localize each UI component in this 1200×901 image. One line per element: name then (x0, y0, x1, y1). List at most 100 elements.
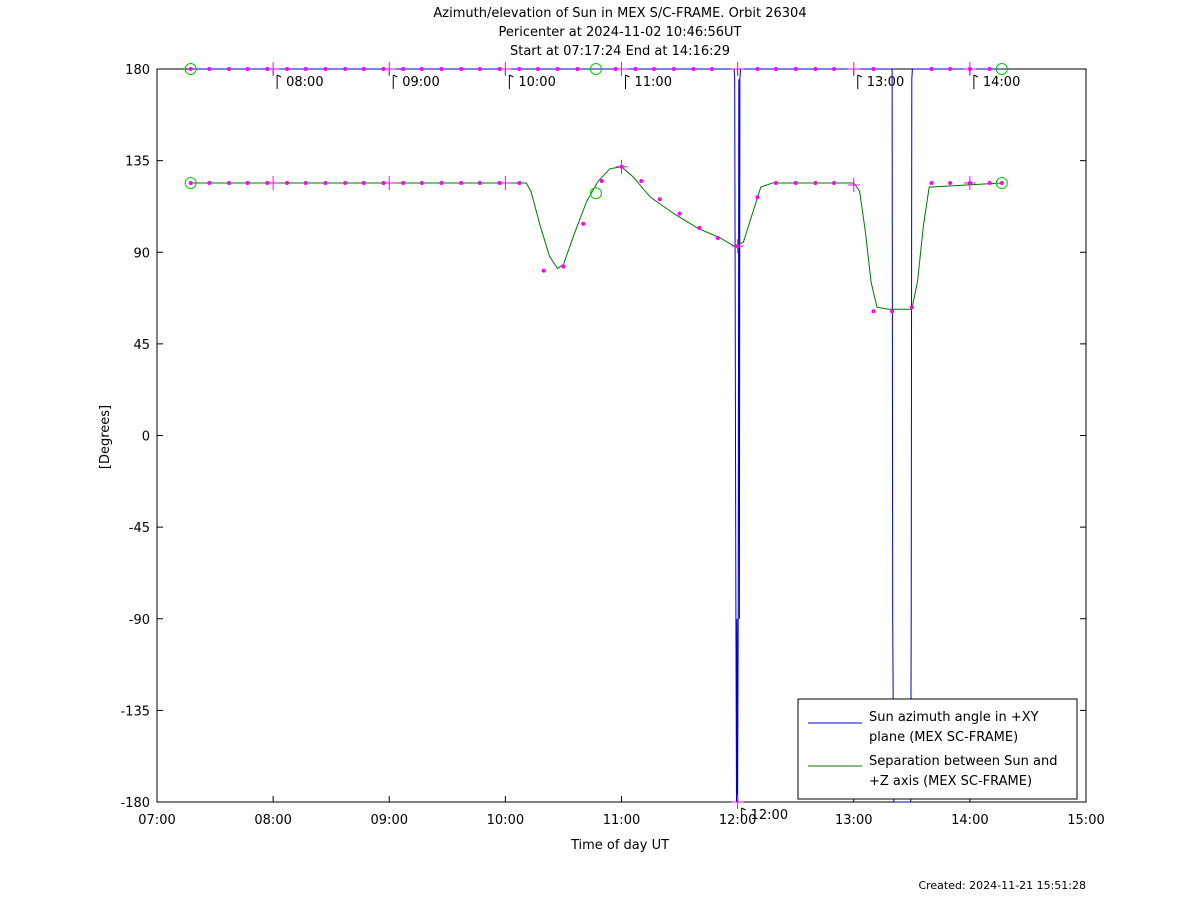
hour-marker-label: 10:00 (518, 75, 555, 90)
hour-cross-marker (267, 62, 280, 76)
y-tick-label: -135 (120, 704, 150, 719)
separation-dot-marker (477, 181, 482, 186)
separation-dot-marker (755, 195, 760, 200)
y-tick-label: -45 (129, 521, 150, 536)
azimuth-dot-marker (401, 67, 406, 71)
separation-dot-marker (401, 181, 406, 186)
hour-marker-label: 14:00 (983, 75, 1020, 90)
hour-cross-marker (615, 159, 628, 174)
azimuth-dot-marker (633, 67, 638, 71)
series-line-azimuth (190, 68, 1002, 803)
chart-title-line-1: Azimuth/elevation of Sun in MEX S/C-FRAM… (433, 6, 806, 21)
azimuth-dot-marker (555, 67, 560, 71)
plot-area-frame (156, 68, 1087, 803)
separation-dot-marker (207, 181, 212, 186)
x-tick-label: 09:00 (371, 813, 408, 828)
separation-dot-marker (343, 181, 348, 186)
hour-cross-marker (731, 795, 744, 809)
separation-dot-marker (832, 181, 837, 186)
separation-dot-marker (929, 181, 934, 186)
created-timestamp: Created: 2024-11-21 15:51:28 (918, 879, 1086, 892)
series-line-separation (190, 166, 1002, 310)
legend-label-separation-line-2: +Z axis (MEX SC-FRAME) (869, 774, 1032, 789)
x-tick-label: 12:00 (719, 813, 756, 828)
hour-cross-marker (847, 178, 860, 193)
hour-marker-tick (625, 74, 630, 89)
separation-dot-marker (890, 309, 895, 314)
separation-dot-marker (987, 181, 992, 186)
separation-dot-marker (999, 181, 1004, 186)
separation-dot-marker (419, 181, 424, 186)
y-tick-label: 0 (142, 430, 150, 445)
azimuth-dot-marker (929, 67, 934, 71)
separation-dot-marker (541, 268, 546, 273)
hour-cross-marker (847, 62, 860, 76)
axes: 07:00 08:00 09:00 10:00 11:00 12:00 13:00 14:00… (120, 63, 1104, 828)
azimuth-dot-marker (419, 67, 424, 71)
separation-dot-marker (909, 305, 914, 310)
hour-cross-marker (615, 62, 628, 76)
event-circle-marker (184, 63, 197, 75)
hour-cross-marker (383, 62, 396, 76)
hour-marker-label: 13:00 (867, 75, 904, 90)
hour-cross-marker (267, 176, 280, 191)
hour-marker-tick (276, 74, 282, 89)
hour-cross-marker (383, 176, 396, 191)
chart-title: Azimuth/elevation of Sun in MEX S/C-FRAM… (433, 6, 806, 59)
separation-dot-marker (697, 225, 702, 230)
legend-label-azimuth-line-1: Sun azimuth angle in +XY (869, 710, 1039, 725)
x-tick-label: 10:00 (487, 813, 524, 828)
azimuth-dot-marker (671, 67, 676, 71)
separation-dot-marker (599, 178, 604, 183)
separation-dot-marker (793, 181, 798, 186)
azimuth-dot-marker (361, 67, 366, 71)
event-circle-marker (995, 177, 1008, 190)
azimuth-dot-marker (948, 67, 953, 71)
azimuth-dot-marker (439, 67, 444, 71)
hour-markers: 08:00 09:00 10:00 11:00 12:00 13:00 14:00 (276, 74, 1020, 823)
azimuth-dot-marker (323, 67, 328, 71)
separation-dot-marker (715, 235, 720, 240)
event-circle-marker (184, 177, 197, 190)
separation-dot-marker (285, 181, 290, 186)
event-circle-marker (589, 63, 602, 75)
azimuth-dot-marker (987, 67, 992, 71)
separation-dot-marker (639, 178, 644, 183)
y-tick-label: 135 (125, 155, 150, 170)
hour-cross-marker (499, 62, 512, 76)
separation-dot-marker (657, 197, 662, 202)
azimuth-dot-marker (477, 67, 482, 71)
y-axis-label: [Degrees] (98, 405, 113, 469)
azimuth-dot-marker (793, 67, 798, 71)
azimuth-dot-marker (755, 67, 760, 71)
legend: Sun azimuth angle in +XY plane (MEX SC-F… (797, 698, 1078, 800)
separation-dot-marker (871, 309, 876, 314)
x-tick-label: 11:00 (603, 813, 640, 828)
y-tick-label: -180 (120, 796, 150, 811)
hour-cross-marker (963, 62, 976, 76)
separation-dot-marker (773, 181, 778, 186)
hour-cross-marker (499, 176, 512, 191)
chart-title-line-2: Pericenter at 2024-11-02 10:46:56UT (498, 25, 741, 40)
azimuth-dot-marker (652, 67, 657, 71)
x-tick-label: 07:00 (138, 813, 175, 828)
azimuth-dot-marker (813, 67, 818, 71)
azimuth-dot-marker (285, 67, 290, 71)
azimuth-dot-marker (303, 67, 308, 71)
y-tick-label: 45 (133, 338, 150, 353)
azimuth-dot-marker (535, 67, 540, 71)
x-tick-label: 15:00 (1067, 813, 1104, 828)
hour-marker-label: 08:00 (286, 75, 323, 90)
separation-dot-marker (517, 181, 522, 186)
hour-marker-tick (973, 74, 979, 89)
separation-dot-marker (459, 181, 464, 186)
hour-marker-tick (508, 74, 514, 89)
hour-marker-tick (857, 74, 862, 89)
hour-marker-tick (392, 74, 398, 89)
separation-dot-marker (323, 181, 328, 186)
azimuth-dot-marker (188, 67, 193, 71)
azimuth-dot-marker (459, 67, 464, 71)
y-tick-label: 90 (133, 246, 150, 261)
separation-dot-marker (813, 181, 818, 186)
x-tick-label: 08:00 (254, 813, 291, 828)
